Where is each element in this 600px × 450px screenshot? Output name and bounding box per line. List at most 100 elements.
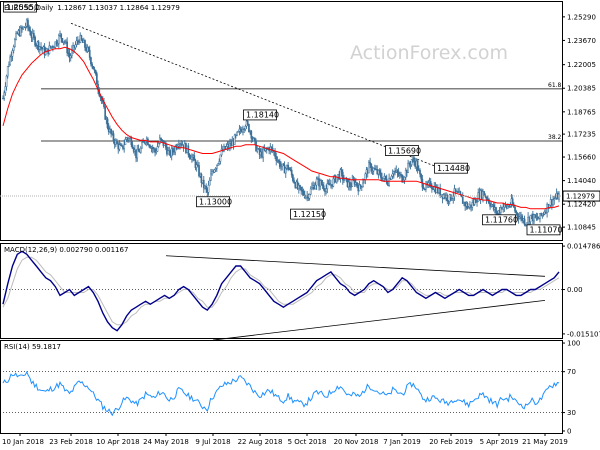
candle-body [24, 25, 27, 28]
current-price-label: 1.12979 [566, 193, 595, 201]
candle-body [466, 203, 469, 209]
candle-body [27, 19, 29, 28]
candle-body [322, 185, 325, 190]
candle-body [490, 204, 493, 207]
candle-body [144, 141, 147, 143]
price-axis-tick-label: 1.25290 [567, 13, 596, 21]
candles-layer [2, 17, 560, 230]
time-axis-label: 22 Aug 2018 [238, 438, 283, 446]
candle-body [358, 184, 361, 192]
candle-body [290, 169, 293, 176]
candle-body [235, 134, 237, 137]
candle-body [537, 218, 540, 220]
price-annotation-label: 1.15690 [388, 146, 421, 155]
candle-body [194, 160, 197, 168]
macd-axis-tick-label: 0.014786 [567, 243, 600, 251]
price-annotation-box [243, 109, 277, 121]
candle-body [293, 180, 295, 184]
candle-body [270, 146, 273, 149]
candle-body [158, 137, 161, 144]
candle-body [371, 170, 374, 172]
candle-body [3, 92, 6, 99]
candle-body [213, 169, 216, 173]
candle-body [19, 27, 22, 36]
candle-body [91, 63, 93, 67]
price-axis-tick-label: 1.14040 [567, 177, 596, 185]
time-axis-label: 21 May 2019 [522, 438, 568, 446]
candle-body [237, 131, 240, 133]
candle-body [172, 148, 174, 152]
candle-body [515, 210, 518, 214]
candle-body [321, 184, 324, 187]
price-axis-tick-label: 1.17235 [567, 131, 596, 139]
candle-body [364, 173, 367, 181]
candle-body [311, 186, 313, 190]
candle-body [413, 157, 415, 162]
candle-body [210, 173, 212, 181]
time-axis-label: 23 Feb 2018 [49, 438, 93, 446]
candle-body [341, 171, 344, 180]
fib-level-label: 61.8 [548, 82, 562, 89]
candle-body [471, 202, 474, 208]
candle-body [118, 144, 121, 150]
candle-body [34, 36, 36, 46]
candle-body [369, 162, 371, 165]
candle-body [5, 75, 8, 87]
candle-body [246, 121, 249, 125]
candle-body [208, 180, 211, 186]
candle-body [359, 184, 362, 187]
candle-body [552, 199, 554, 206]
candle-body [90, 57, 92, 65]
time-axis-label: 7 Jan 2019 [383, 438, 421, 446]
candle-body [10, 56, 13, 58]
rsi-axis-tick-label: 30 [567, 409, 576, 417]
candle-body [56, 43, 59, 45]
moving-average-layer [2, 46, 560, 210]
candle-body [379, 172, 382, 178]
candle-body [420, 173, 423, 180]
candle-body [558, 193, 560, 200]
candle-body [350, 186, 352, 188]
candle-body [391, 173, 394, 177]
candle-body [236, 131, 238, 136]
candle-body [180, 143, 183, 146]
candle-body [15, 32, 17, 40]
candle-body [254, 137, 256, 141]
candle-body [431, 186, 433, 189]
time-axis-label: 5 Oct 2018 [288, 438, 327, 446]
candle-body [202, 179, 205, 189]
candle-body [370, 164, 373, 172]
candle-body [422, 186, 425, 190]
price-annotation-label: 1.13000 [199, 198, 232, 207]
candle-body [451, 198, 453, 201]
rsi-axis-tick-label: 70 [567, 368, 576, 376]
price-axis-tick-label: 1.23670 [567, 37, 596, 45]
candle-body [275, 156, 278, 161]
candle-body [396, 170, 399, 173]
candle-body [123, 144, 126, 149]
candle-body [116, 140, 118, 145]
watermark: ActionForex.com [350, 42, 508, 64]
candle-body [242, 129, 244, 133]
candle-body [187, 145, 190, 155]
price-axis-tick-label: 1.20385 [567, 85, 596, 93]
candle-body [284, 168, 287, 174]
candle-body [452, 195, 455, 200]
candle-body [38, 46, 41, 50]
price-annotation-box [482, 214, 516, 226]
candle-body [553, 198, 556, 201]
candle-body [11, 50, 14, 57]
candle-body [485, 196, 488, 200]
candle-body [233, 134, 236, 145]
candle-body [461, 196, 464, 204]
candle-body [207, 184, 210, 193]
candle-body [55, 41, 58, 45]
candle-body [499, 207, 502, 213]
candle-body [198, 165, 200, 177]
candle-body [219, 154, 222, 162]
candle-body [363, 179, 366, 184]
candle-body [14, 38, 16, 47]
candle-body [161, 139, 164, 141]
candle-body [492, 204, 495, 210]
fibonacci-levels: 61.8 38.2 [41, 82, 562, 142]
